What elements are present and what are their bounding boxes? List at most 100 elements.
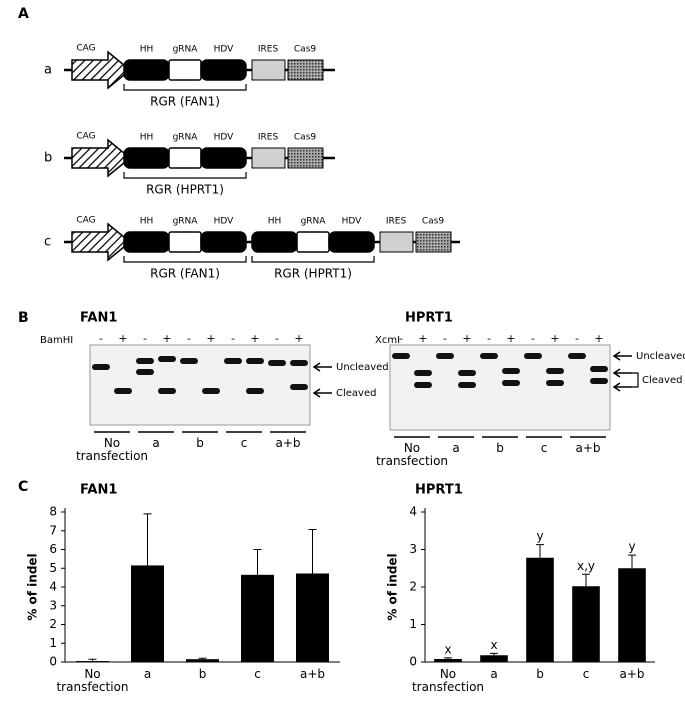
gel-band	[180, 358, 198, 364]
ires-box	[251, 59, 286, 81]
gel-band	[590, 366, 608, 372]
enzyme-label: BamHI	[40, 335, 73, 346]
construct-label: a	[44, 63, 52, 78]
group-label: a+b	[275, 437, 301, 450]
element-box	[168, 59, 202, 81]
chart-title: HPRT1	[415, 483, 463, 498]
band-label: Uncleaved	[336, 362, 389, 373]
element-box	[200, 231, 247, 253]
group-label: b	[196, 437, 204, 450]
promoter-arrow	[71, 222, 132, 262]
group-label: c	[540, 442, 548, 455]
lane-sign: -	[275, 332, 279, 345]
gel-band	[458, 382, 476, 388]
construct-label: b	[44, 151, 52, 166]
y-tick-label: 3	[49, 598, 57, 612]
enzyme-label: XcmI	[375, 335, 400, 346]
ires-box	[251, 147, 286, 169]
brace	[123, 84, 247, 91]
error-bar	[490, 652, 498, 656]
rgr-label: RGR (FAN1)	[150, 267, 220, 281]
band-label: Uncleaved	[636, 351, 685, 362]
gel-band	[546, 380, 564, 386]
gel-band	[414, 382, 432, 388]
element-box	[296, 231, 330, 253]
gel-band	[92, 364, 110, 370]
brace	[251, 256, 375, 263]
lane-sign: +	[462, 332, 471, 345]
ires-box	[379, 231, 414, 253]
significance-letter: y	[536, 529, 543, 543]
bar	[434, 659, 462, 662]
x-tick-label: c	[254, 668, 261, 681]
gel-band	[246, 358, 264, 364]
group-label: c	[240, 437, 248, 450]
element-box	[123, 147, 170, 169]
error-bar	[628, 554, 636, 569]
ires-label: IRES	[386, 217, 407, 227]
bar	[296, 573, 329, 662]
group-label: a+b	[575, 442, 601, 455]
significance-letter: x	[490, 638, 497, 652]
lane-sign: +	[162, 332, 171, 345]
gel-band	[480, 353, 498, 359]
panel-label: B	[18, 310, 29, 326]
element-label: HDV	[214, 217, 235, 227]
cas9-box	[287, 59, 324, 81]
x-tick-label: b	[198, 668, 207, 681]
promoter-label: CAG	[76, 44, 95, 54]
ires-label: IRES	[258, 45, 279, 55]
significance-letter: y	[628, 540, 635, 554]
bar	[131, 565, 164, 662]
y-tick-label: 0	[409, 655, 417, 669]
promoter-arrow	[71, 138, 132, 178]
gel-band	[502, 368, 520, 374]
group-label: a+b	[575, 442, 601, 455]
element-box	[123, 231, 170, 253]
element-label: gRNA	[173, 217, 199, 227]
band-bracket	[632, 372, 639, 388]
group-label: a	[152, 437, 160, 450]
element-label: HH	[140, 45, 154, 55]
lane-sign: +	[118, 332, 127, 345]
brace	[123, 172, 247, 179]
lane-sign: +	[550, 332, 559, 345]
element-label: HDV	[342, 217, 363, 227]
gel-band	[202, 388, 220, 394]
lane-sign: +	[594, 332, 603, 345]
gel-band	[114, 388, 132, 394]
band-label: Cleaved	[642, 375, 682, 386]
element-label: HH	[268, 217, 282, 227]
x-tick-label: a	[490, 668, 498, 681]
lane-sign: -	[99, 332, 103, 345]
group-label: b	[496, 442, 504, 455]
group-label: c	[540, 442, 548, 455]
cas9-box	[415, 231, 452, 253]
element-label: HH	[140, 217, 154, 227]
error-bar	[308, 528, 317, 574]
bar	[76, 661, 109, 662]
bar	[480, 655, 508, 662]
bar	[572, 586, 600, 662]
lane-sign: +	[294, 332, 303, 345]
chart-title: FAN1	[80, 483, 117, 498]
lane-sign: -	[443, 332, 447, 345]
group-label: No transfection	[75, 437, 149, 463]
band-arrow	[312, 388, 332, 398]
element-label: gRNA	[173, 45, 199, 55]
lane-sign: -	[187, 332, 191, 345]
gel-band	[458, 370, 476, 376]
gel-band	[290, 360, 308, 366]
group-label: c	[240, 437, 248, 450]
y-tick-label: 2	[409, 580, 417, 594]
lane-sign: -	[143, 332, 147, 345]
lane-sign: -	[487, 332, 491, 345]
panel-label: C	[18, 479, 28, 495]
group-label: b	[496, 442, 504, 455]
group-label: a	[452, 442, 459, 455]
element-label: gRNA	[173, 133, 199, 143]
element-box	[251, 231, 298, 253]
group-label: b	[196, 437, 204, 450]
y-tick-label: 1	[409, 617, 417, 631]
x-tick-label: a+b	[619, 668, 644, 681]
